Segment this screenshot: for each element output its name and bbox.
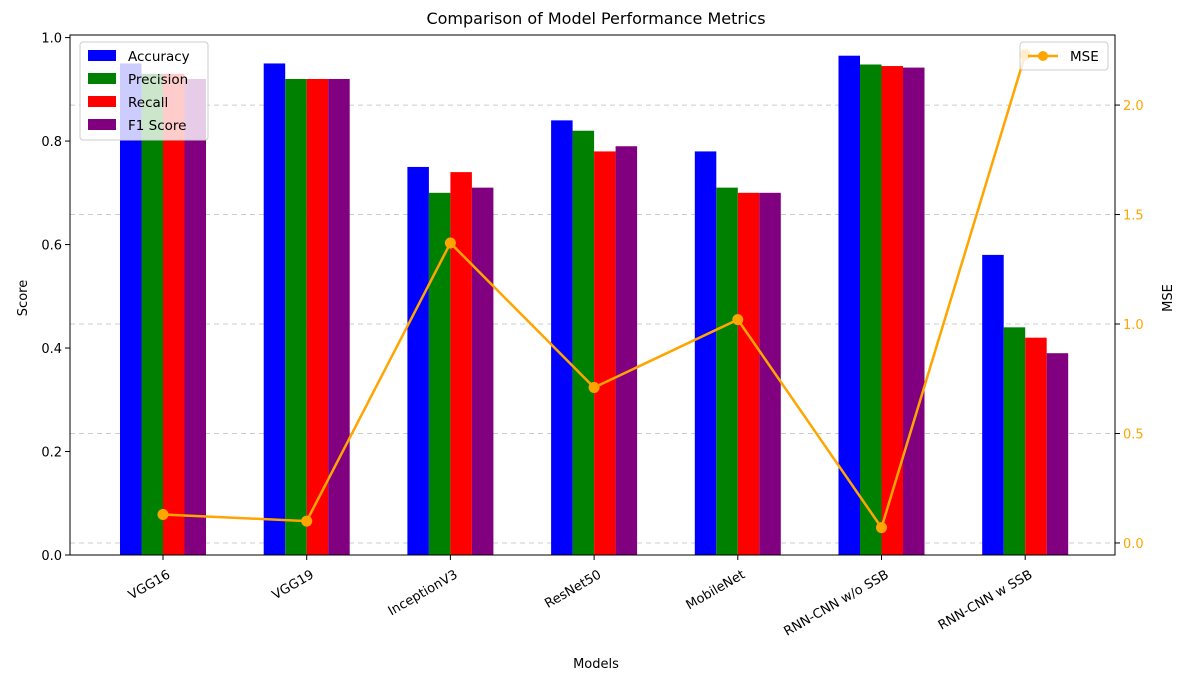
x-axis: VGG16 VGG19 InceptionV3 ResNet50 MobileNet RN…	[126, 555, 1035, 640]
bar-accuracy	[407, 166, 429, 555]
legend-metrics: Accuracy Precision Recall F1 Score	[79, 41, 209, 141]
y2-tick-label: 0.0	[1123, 537, 1144, 552]
legend-mse: MSE	[1019, 41, 1109, 71]
bar-recall	[737, 192, 760, 555]
bar-f1-score	[759, 192, 781, 555]
legend-label: Recall	[128, 95, 168, 111]
y2-tick-label: 0.5	[1123, 427, 1144, 442]
mse-point	[732, 314, 744, 326]
x-axis-label: Models	[573, 657, 619, 672]
bar-precision	[285, 78, 307, 555]
x-tick-label: RNN-CNN w SSB	[936, 567, 1035, 633]
x-tick-label: InceptionV3	[386, 567, 461, 619]
y2-axis-label: MSE	[1161, 284, 1176, 312]
mse-point	[157, 508, 169, 520]
bar-precision	[572, 130, 595, 556]
bar-accuracy	[263, 63, 286, 556]
bar-precision	[428, 192, 451, 555]
y-tick-label: 0.4	[41, 342, 62, 357]
bar-precision	[860, 64, 882, 555]
x-tick-label: VGG19	[270, 567, 317, 603]
y-tick-label: 1.0	[41, 32, 62, 47]
y-tick-label: 0.8	[41, 135, 62, 150]
y-tick-label: 0.6	[41, 239, 62, 254]
y2-tick-label: 1.0	[1123, 318, 1144, 333]
bar-f1-score	[328, 78, 350, 555]
y-axis-label: Score	[16, 280, 31, 316]
legend-swatch	[88, 73, 116, 84]
bar-recall	[1025, 337, 1047, 555]
bar-precision	[1003, 327, 1026, 555]
y2-tick-label: 2.0	[1123, 99, 1144, 114]
bar-recall	[450, 172, 472, 555]
bar-recall	[881, 66, 903, 556]
x-tick-label: ResNet50	[542, 567, 604, 611]
bar-recall	[163, 73, 185, 555]
bar-accuracy	[551, 120, 573, 555]
legend-label: MSE	[1070, 49, 1099, 65]
bar-f1-score	[184, 78, 206, 555]
bars	[120, 55, 1069, 556]
plot-frame	[69, 34, 1116, 556]
x-tick-label: RNN-CNN w/o SSB	[781, 567, 891, 639]
bar-accuracy	[694, 151, 717, 555]
bar-f1-score	[615, 146, 638, 555]
bar-accuracy	[838, 55, 860, 555]
legend-label: Accuracy	[128, 49, 190, 65]
legend-box	[79, 41, 209, 141]
legend-box	[1019, 41, 1109, 71]
mse-point	[444, 237, 456, 249]
bar-f1-score	[903, 67, 925, 555]
y2-tick-label: 1.5	[1123, 209, 1144, 224]
bar-accuracy	[982, 254, 1004, 555]
bar-accuracy	[120, 63, 142, 556]
bar-precision	[141, 73, 163, 555]
bar-precision	[716, 187, 738, 555]
mse-point	[876, 522, 887, 534]
legend-label: Precision	[128, 72, 188, 88]
y-axis-left: 0.0 0.2 0.4 0.6 0.8 1.0	[41, 32, 70, 564]
legend-marker	[1038, 51, 1048, 61]
bar-recall	[594, 151, 616, 555]
x-tick-label: MobileNet	[684, 567, 748, 613]
y-tick-label: 0.2	[41, 446, 62, 461]
chart-title: Comparison of Model Performance Metrics	[426, 9, 765, 28]
legend-swatch	[88, 96, 116, 107]
legend-swatch	[88, 50, 116, 61]
legend-label: F1 Score	[128, 118, 186, 134]
legend-swatch	[88, 119, 116, 130]
bar-recall	[306, 78, 329, 555]
mse-point	[301, 515, 313, 527]
y-axis-right: 0.0 0.5 1.0 1.5 2.0	[1115, 99, 1144, 552]
bar-f1-score	[1046, 353, 1069, 555]
y-tick-label: 0.0	[41, 549, 62, 564]
mse-point	[588, 382, 600, 394]
bar-f1-score	[471, 187, 494, 555]
x-tick-label: VGG16	[126, 567, 173, 603]
